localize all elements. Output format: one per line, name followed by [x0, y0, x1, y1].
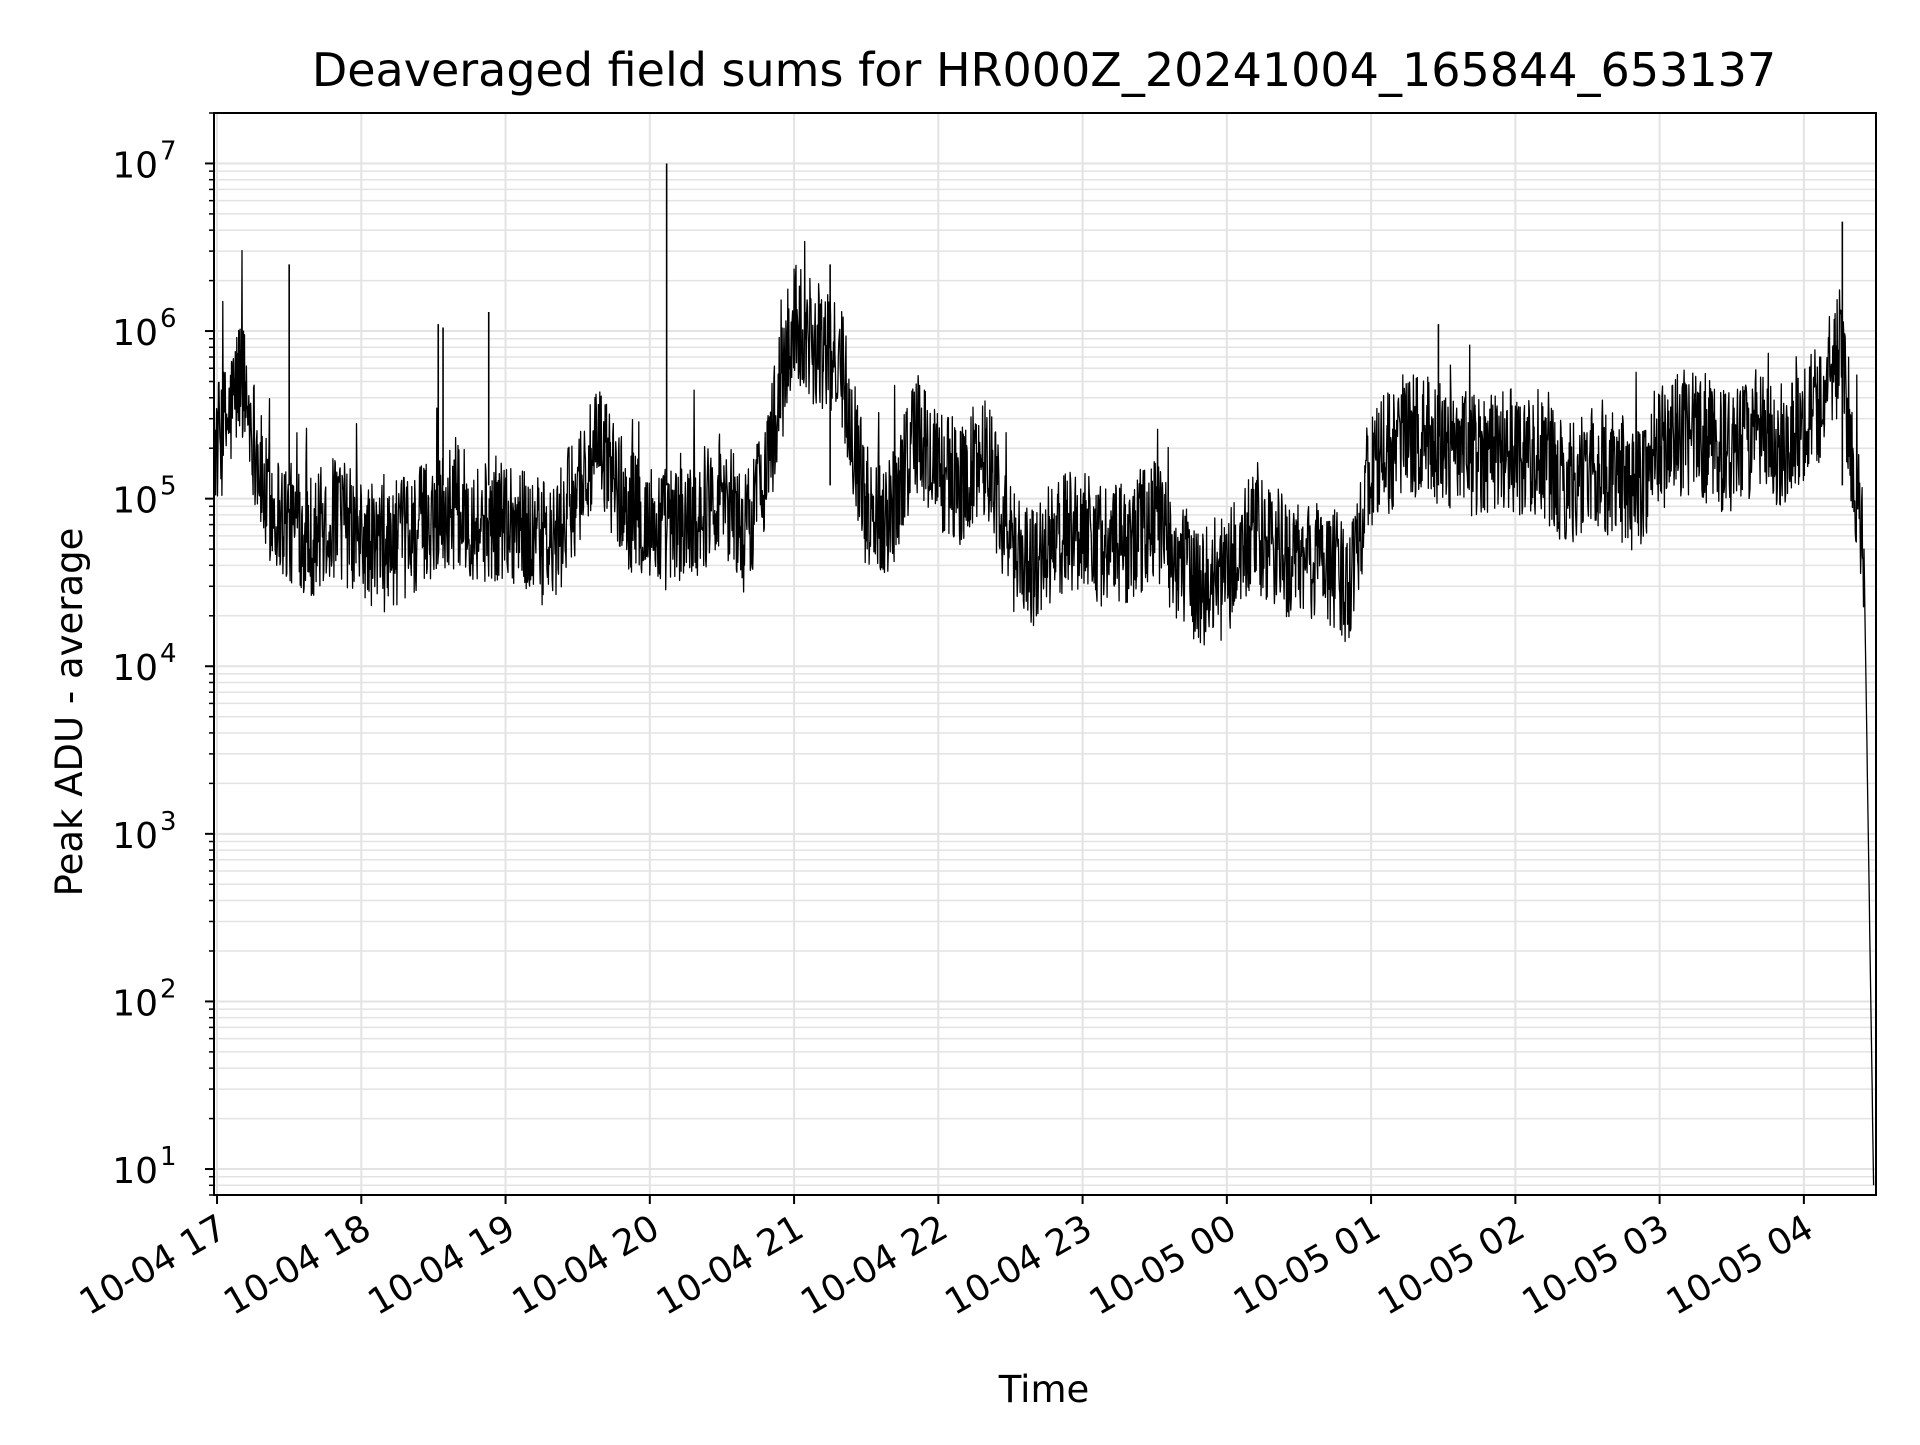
x-tick-label: 10-05 00: [1083, 1207, 1244, 1323]
y-tick-label: 10: [112, 816, 158, 857]
y-tick-label-exponent: 6: [160, 304, 177, 334]
y-tick-label-exponent: 7: [160, 136, 177, 166]
grid-layer: [214, 112, 1876, 1196]
x-tick-label: 10-04 20: [506, 1207, 667, 1323]
x-tick-label: 10-05 04: [1660, 1207, 1821, 1323]
y-tick-label: 10: [112, 481, 158, 522]
y-tick-label: 10: [112, 1151, 158, 1192]
x-tick-label: 10-04 21: [650, 1207, 811, 1323]
y-axis-label: Peak ADU - average: [48, 528, 91, 897]
y-tick-label: 10: [112, 145, 158, 186]
plot-layer: [213, 163, 1875, 1186]
x-tick-label: 10-04 18: [217, 1207, 378, 1323]
x-tick-label: 10-05 01: [1227, 1207, 1388, 1323]
x-tick-label: 10-05 02: [1371, 1207, 1532, 1323]
plot-frame: [213, 112, 1877, 1196]
y-tick-label-exponent: 4: [160, 639, 177, 669]
y-tick-label: 10: [112, 983, 158, 1024]
x-tick-label: 10-04 23: [938, 1207, 1099, 1323]
y-tick-label-exponent: 1: [160, 1142, 177, 1172]
x-tick-label: 10-04 17: [73, 1207, 234, 1323]
y-tick-label-exponent: 2: [160, 974, 177, 1004]
x-tick-label: 10-05 03: [1515, 1207, 1676, 1323]
y-tick-label-exponent: 5: [160, 472, 177, 502]
x-axis-label: Time: [998, 1368, 1090, 1411]
data-series-line: [213, 240, 1875, 1186]
y-tick-label: 10: [112, 313, 158, 354]
y-tick-label-exponent: 3: [160, 807, 177, 837]
x-tick-label: 10-04 22: [794, 1207, 955, 1323]
y-tick-label: 10: [112, 648, 158, 689]
x-tick-label: 10-04 19: [361, 1207, 522, 1323]
chart-title: Deaveraged field sums for HR000Z_2024100…: [312, 43, 1776, 97]
